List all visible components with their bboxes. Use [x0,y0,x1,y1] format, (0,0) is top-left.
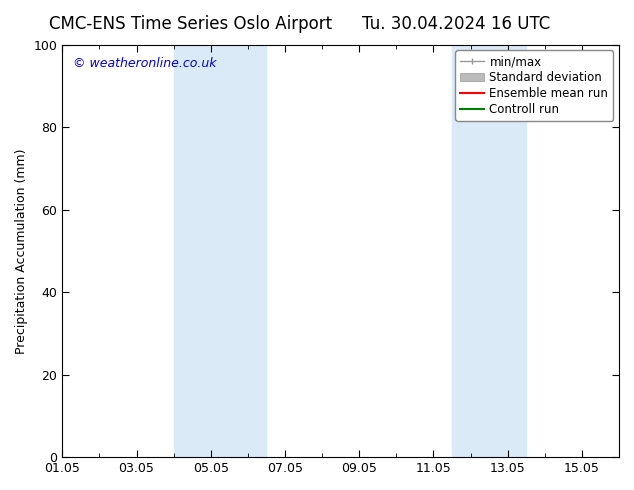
Bar [452,45,526,457]
Text: CMC-ENS Time Series Oslo Airport: CMC-ENS Time Series Oslo Airport [49,15,332,33]
Legend: min/max, Standard deviation, Ensemble mean run, Controll run: min/max, Standard deviation, Ensemble me… [455,50,613,121]
Y-axis label: Precipitation Accumulation (mm): Precipitation Accumulation (mm) [15,148,28,354]
Text: Tu. 30.04.2024 16 UTC: Tu. 30.04.2024 16 UTC [363,15,550,33]
Text: © weatheronline.co.uk: © weatheronline.co.uk [74,57,217,70]
Bar [174,45,266,457]
